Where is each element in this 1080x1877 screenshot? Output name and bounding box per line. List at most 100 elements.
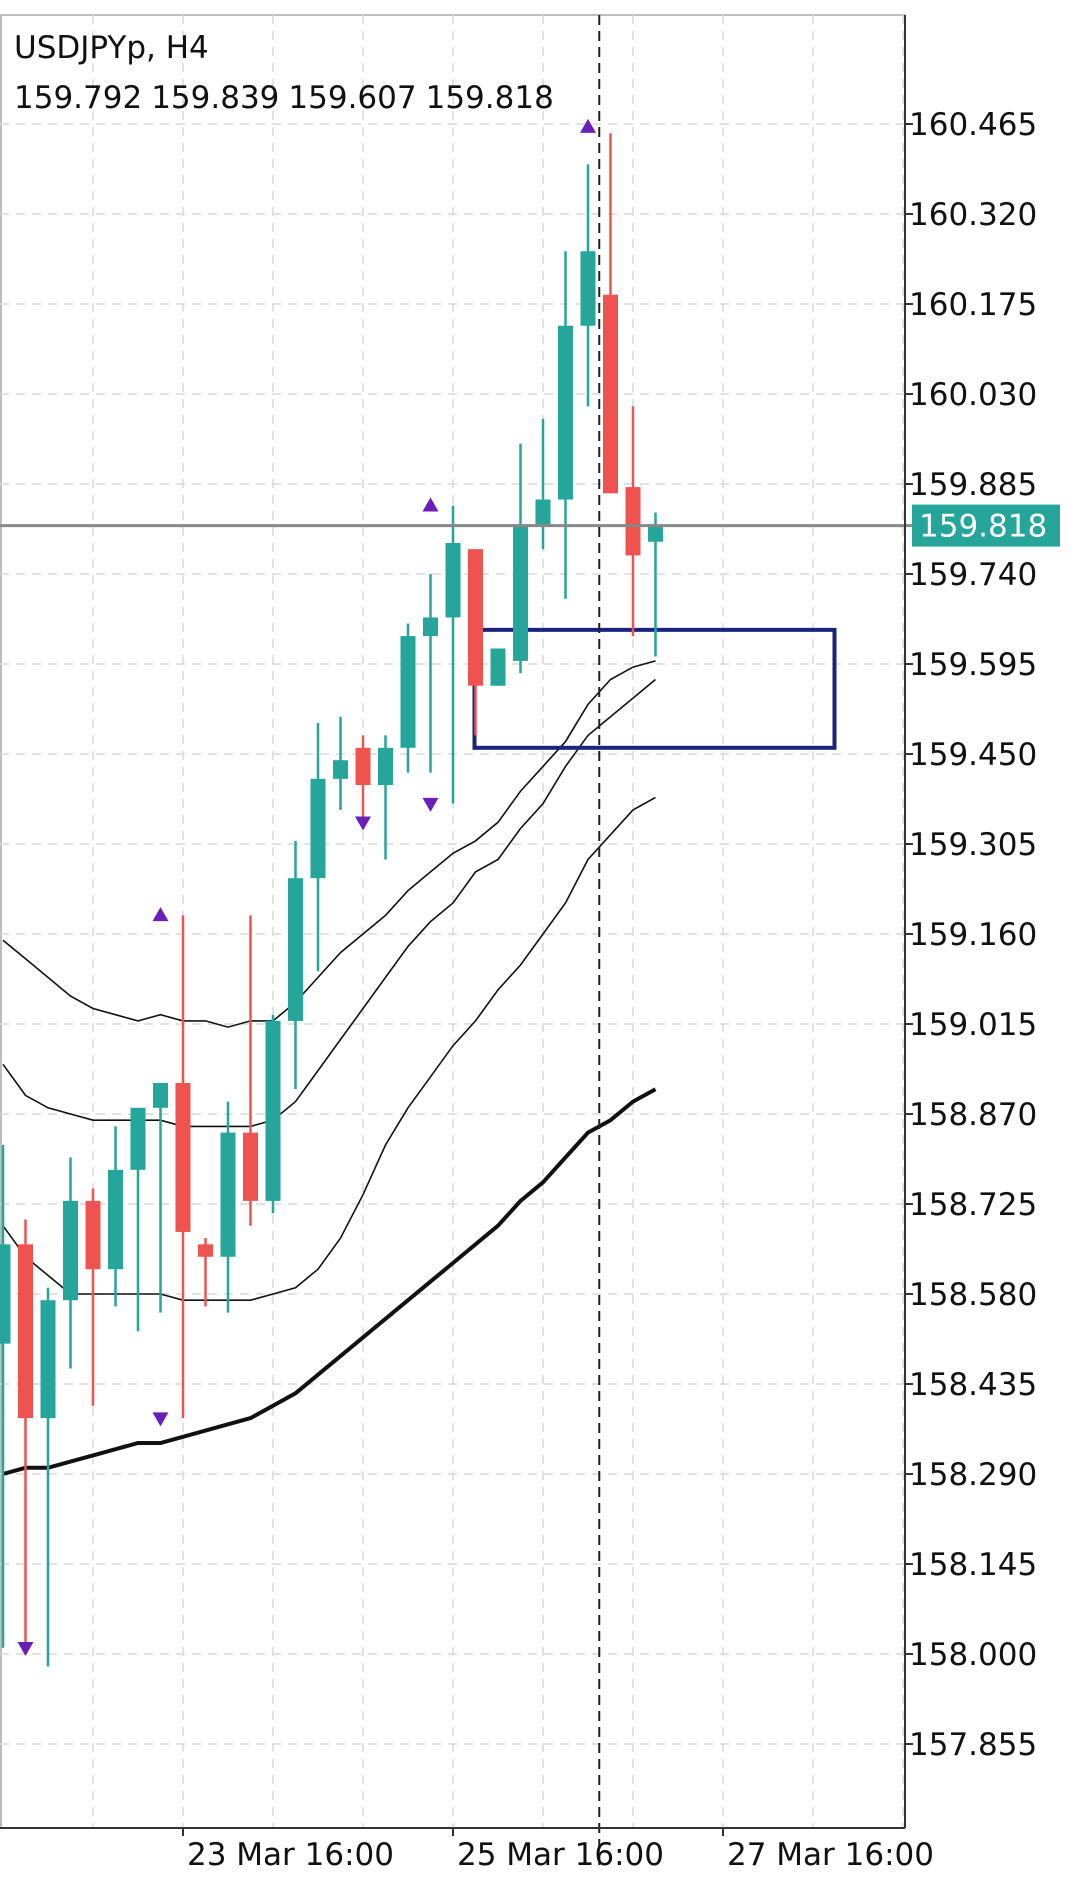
price-tick-label: 160.320 — [909, 197, 1037, 233]
candle-body — [310, 778, 326, 879]
ohlc-readout: 159.792 159.839 159.607 159.818 — [14, 80, 563, 116]
candle — [513, 443, 528, 674]
close-value: 159.818 — [425, 80, 554, 116]
price-tick-label: 158.870 — [909, 1097, 1037, 1133]
candle — [310, 722, 326, 972]
price-tick-label: 157.855 — [909, 1727, 1037, 1763]
candle — [603, 133, 618, 494]
price-tick-label: 159.885 — [909, 467, 1037, 503]
candle-body — [558, 325, 573, 500]
candle — [220, 1101, 236, 1313]
candle — [18, 1219, 33, 1654]
candle — [85, 1188, 101, 1406]
price-tick-label: 159.740 — [909, 557, 1037, 593]
ma-line-1 — [2, 660, 656, 1028]
ma-line-2 — [2, 678, 657, 1128]
arrow-down-icon — [17, 1642, 34, 1656]
candle-body — [355, 747, 371, 786]
candle-body — [153, 1082, 168, 1108]
candle-body — [0, 1244, 11, 1344]
candle-body — [18, 1244, 33, 1419]
symbol-timeframe: USDJPYp, H4 — [14, 30, 209, 66]
price-tick-label: 158.435 — [909, 1367, 1037, 1403]
current-price-badge — [912, 504, 1060, 547]
candle-body — [490, 648, 506, 686]
candle-body — [445, 542, 461, 618]
candle-body — [535, 499, 551, 525]
candle-body — [85, 1200, 101, 1270]
candle-body — [288, 878, 303, 1021]
open-value: 159.792 — [14, 80, 143, 116]
price-tick-label: 158.580 — [909, 1277, 1037, 1313]
candle — [445, 505, 461, 804]
candle — [63, 1157, 78, 1369]
time-tick-label: 25 Mar 16:00 — [457, 1837, 664, 1873]
fractal-arrows — [17, 118, 596, 1656]
chart-markers — [0, 15, 1053, 1868]
candle — [243, 915, 258, 1226]
candle — [198, 1238, 213, 1307]
candle-body — [333, 760, 348, 779]
candle-body — [108, 1169, 123, 1270]
price-tick-label: 159.595 — [909, 647, 1037, 683]
ma-line-3 — [2, 796, 656, 1301]
candle-body — [220, 1132, 236, 1257]
candle — [490, 648, 506, 686]
candle — [130, 1107, 146, 1332]
candle — [400, 623, 416, 773]
price-tick-label: 159.305 — [909, 827, 1037, 863]
arrow-up-icon — [152, 907, 169, 922]
price-tick-label: 158.145 — [909, 1547, 1037, 1583]
current-price-label: 159.818 — [919, 509, 1047, 545]
candle-body — [603, 294, 618, 494]
candle-body — [513, 524, 528, 661]
candle-body — [648, 525, 663, 542]
price-tick-label: 158.725 — [909, 1187, 1037, 1223]
candle — [423, 574, 438, 773]
price-tick-label: 160.465 — [909, 107, 1037, 143]
candle — [175, 915, 191, 1419]
candle-body — [40, 1300, 56, 1419]
arrow-down-icon — [422, 797, 439, 812]
candle — [558, 251, 573, 599]
arrow-up-icon — [422, 497, 439, 512]
candle-body — [580, 251, 596, 326]
time-tick-label: 27 Mar 16:00 — [727, 1837, 934, 1873]
price-tick-label: 158.000 — [909, 1637, 1037, 1673]
candle-body — [265, 1020, 281, 1201]
high-value: 159.839 — [151, 80, 280, 116]
candle — [580, 164, 596, 407]
candle — [153, 1082, 168, 1313]
candle — [378, 735, 393, 860]
ma-line-4 — [2, 1087, 657, 1476]
candle — [108, 1126, 123, 1307]
candle — [468, 549, 483, 736]
time-axis[interactable]: 23 Mar 16:00 25 Mar 16:00 27 Mar 16:00 — [0, 1827, 934, 1873]
price-tick-label: 160.175 — [909, 287, 1037, 323]
candle-body — [175, 1082, 191, 1232]
candle-body — [243, 1132, 258, 1201]
candlesticks — [0, 133, 663, 1667]
candle — [648, 512, 663, 657]
candle — [355, 735, 371, 823]
candle-body — [198, 1244, 213, 1257]
candle — [333, 716, 348, 810]
candle-body — [468, 549, 483, 686]
price-tick-label: 159.015 — [909, 1007, 1037, 1043]
candle — [625, 406, 641, 637]
price-tick-label: 158.290 — [909, 1457, 1037, 1493]
price-tick-label: 160.030 — [909, 377, 1037, 413]
moving-averages — [2, 660, 657, 1476]
candle — [40, 1287, 56, 1667]
candle — [535, 418, 551, 550]
candle — [288, 840, 303, 1090]
low-value: 159.607 — [288, 80, 417, 116]
candle — [0, 1145, 11, 1648]
price-axis[interactable]: 160.465 160.320 160.175 160.030 159.885 159.7… — [904, 15, 1060, 1828]
candle-body — [378, 747, 393, 786]
price-tick-label: 159.160 — [909, 917, 1037, 953]
arrow-down-icon — [355, 816, 371, 831]
candle-body — [130, 1107, 146, 1170]
arrow-up-icon — [580, 118, 596, 133]
